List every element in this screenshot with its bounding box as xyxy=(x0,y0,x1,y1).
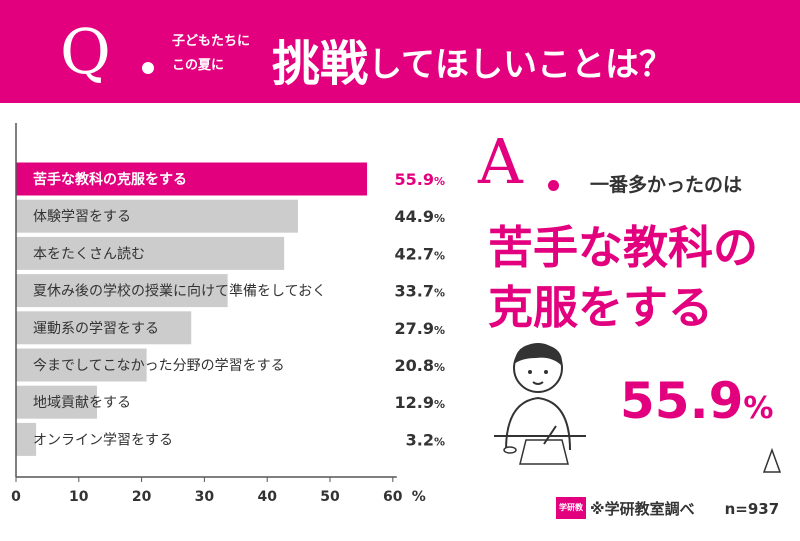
bar-7 xyxy=(16,385,98,419)
bar-1 xyxy=(16,162,368,196)
bar-label-1: 苦手な教科の克服をする xyxy=(33,171,187,188)
bar-label-6: 今までしてこなかった分野の学習をする xyxy=(33,358,285,374)
value-label-7: 12.9% xyxy=(394,393,445,412)
value-label-4: 33.7% xyxy=(394,282,445,301)
value-label-2: 44.9% xyxy=(394,207,445,226)
answer-percentage-value: 55.9 xyxy=(620,372,744,430)
bar-label-3: 本をたくさん読む xyxy=(33,245,145,262)
value-label-5: 27.9% xyxy=(394,319,445,338)
answer-percentage: 55.9% xyxy=(620,372,773,430)
bar-2 xyxy=(16,199,298,233)
a-letter: A xyxy=(478,125,523,198)
q-dot xyxy=(142,62,154,74)
question-title-rest: してほしいことは？ xyxy=(368,45,673,85)
question-banner: Q 子どもたちに この夏に 挑戦してほしいことは？ xyxy=(0,0,800,103)
x-tick-label-0: 0 xyxy=(11,489,21,505)
bar-label-8: オンライン学習をする xyxy=(33,432,173,448)
answer-line1: 苦手な教科の xyxy=(488,221,759,274)
studying-child-illustration xyxy=(494,343,586,465)
question-subtitle-line2: この夏に xyxy=(172,58,225,73)
x-tick-label-60: 60 xyxy=(383,489,403,505)
answer-line2: 克服をする xyxy=(488,281,714,334)
x-tick-label-40: 40 xyxy=(257,489,277,505)
bar-6 xyxy=(16,348,147,382)
x-tick-label-10: 10 xyxy=(69,489,89,505)
bar-label-7: 地域貢献をする xyxy=(33,395,131,411)
a-dot xyxy=(548,180,559,191)
x-tick-label-50: 50 xyxy=(320,489,340,505)
question-subtitle-line1: 子どもたちに xyxy=(172,34,251,49)
bar-label-4: 夏休み後の学校の授業に向けて準備をしておく xyxy=(33,283,326,300)
x-axis-unit: % xyxy=(412,489,426,505)
value-label-3: 42.7% xyxy=(394,244,445,263)
question-title: 挑戦してほしいことは？ xyxy=(272,24,673,94)
q-letter: Q xyxy=(60,15,111,88)
x-tick-label-20: 20 xyxy=(132,489,152,505)
gakken-logo-text: 学研教室 xyxy=(559,503,583,534)
value-label-1: 55.9% xyxy=(394,170,445,189)
bar-label-2: 体験学習をする xyxy=(33,209,131,225)
question-subtitle: 子どもたちに この夏に xyxy=(172,30,250,78)
bar-label-5: 運動系の学習をする xyxy=(33,321,159,337)
question-title-emphasis: 挑戦 xyxy=(272,36,369,92)
x-tick-label-30: 30 xyxy=(195,489,215,505)
bar-5 xyxy=(16,311,192,345)
gakken-logo: 学研教室 xyxy=(556,497,586,534)
value-label-6: 20.8% xyxy=(394,356,445,375)
bar-3 xyxy=(16,236,285,270)
bar-8 xyxy=(16,422,37,456)
sample-size: n=937 xyxy=(724,500,780,518)
bar-chart: 苦手な教科の克服をする 55.9% 体験学習をする 44.9% 本をたくさん読む 42.7… xyxy=(11,123,445,505)
answer-percentage-unit: % xyxy=(743,391,774,426)
source-note: ※学研教室調べ n=937 xyxy=(590,498,779,519)
value-label-8: 3.2% xyxy=(406,430,445,449)
corner-triangle-icon xyxy=(762,448,782,473)
source-text: ※学研教室調べ xyxy=(590,500,695,518)
bar-4 xyxy=(16,274,228,308)
answer-text: 苦手な教科の 克服をする xyxy=(488,218,788,338)
answer-lead: 一番多かったのは xyxy=(590,174,743,196)
